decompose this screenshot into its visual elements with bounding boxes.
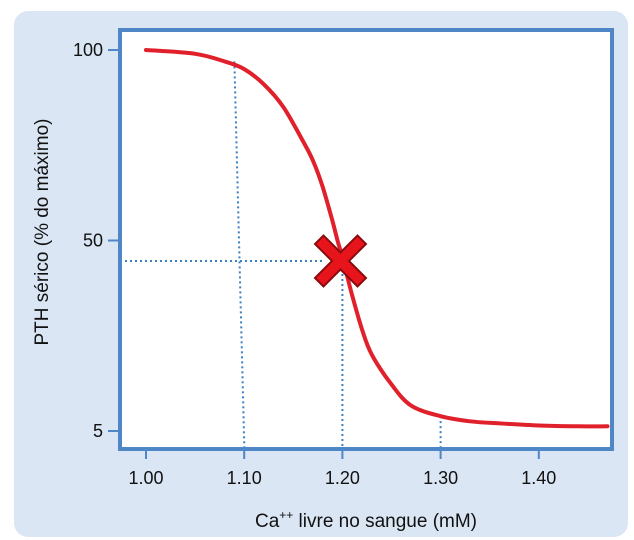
y-tick-label: 50: [83, 231, 103, 251]
x-axis-label-base: Ca: [255, 511, 280, 532]
set-point-marker: [313, 234, 368, 288]
x-tick-label: 1.20: [325, 468, 360, 488]
y-tick-label: 5: [93, 421, 103, 441]
guide-lines: [120, 61, 442, 450]
x-axis-label: Ca++ livre no sangue (mM): [255, 508, 477, 532]
x-tick-label: 1.10: [227, 468, 262, 488]
x-axis-label-rest: livre no sangue (mM): [293, 511, 477, 532]
marker-stroke: [316, 236, 365, 286]
y-axis-ticks: 5 50 100: [73, 40, 120, 441]
x-axis-label-superscript: ++: [279, 508, 293, 522]
x-tick-label: 1.40: [521, 468, 556, 488]
plot-area: [120, 30, 612, 449]
y-tick-label: 100: [73, 40, 103, 60]
x-axis-ticks: 1.00 1.10 1.20 1.30 1.40: [128, 449, 556, 488]
y-axis-label: PTH sérico (% do máximo): [32, 119, 53, 346]
x-tick-label: 1.00: [128, 468, 163, 488]
x-tick-label: 1.30: [423, 468, 458, 488]
